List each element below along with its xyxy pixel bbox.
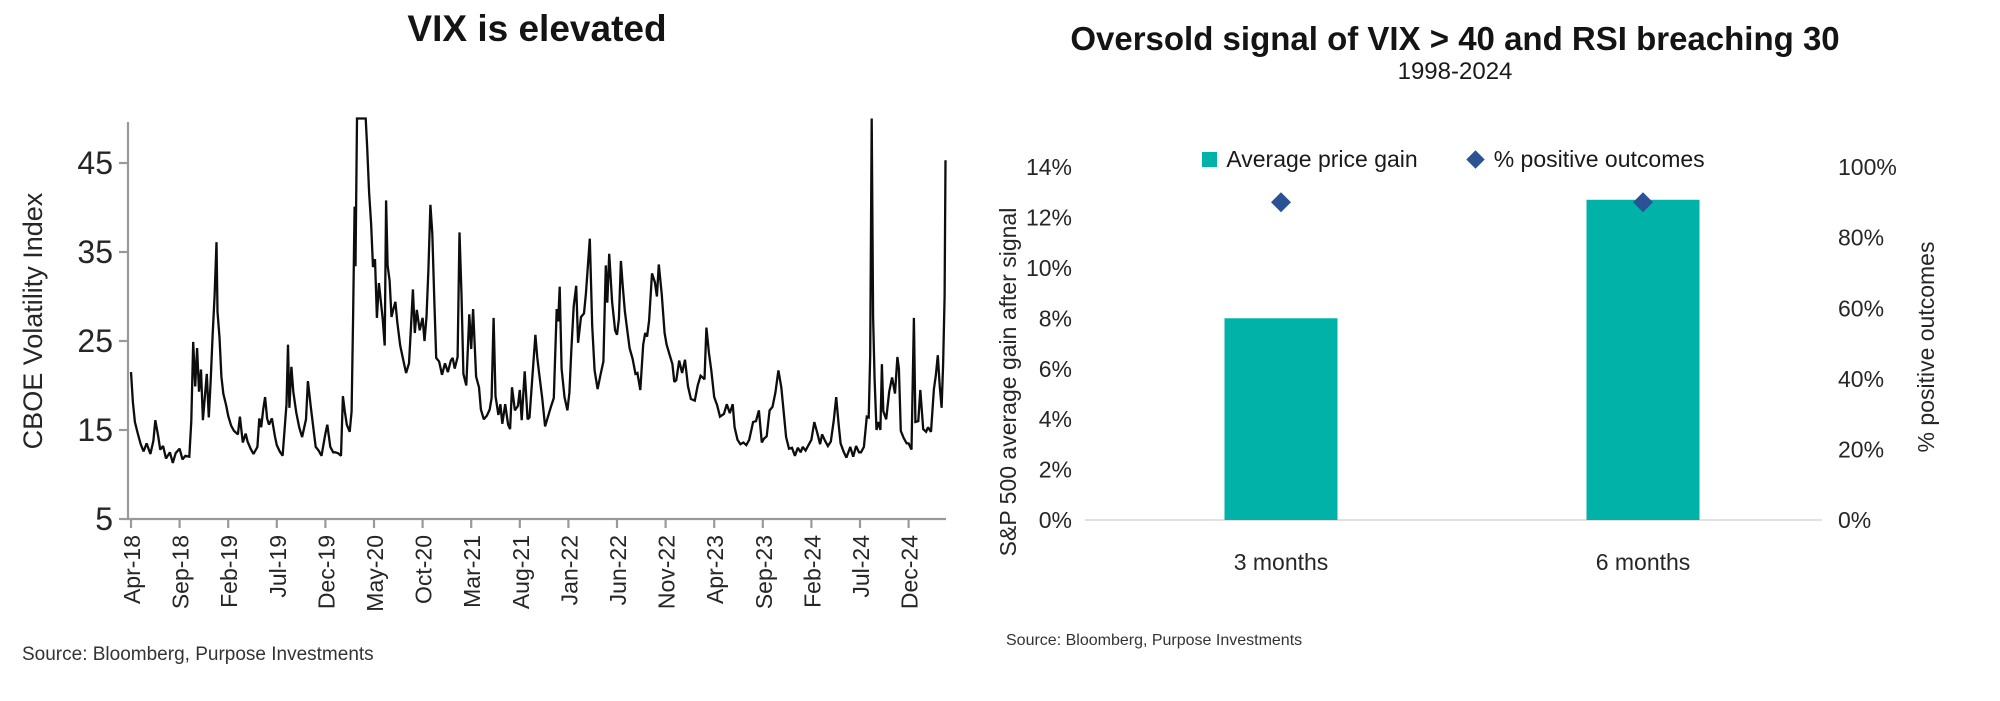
right-chart-right-tick-label: 0% [1838, 507, 1871, 533]
teal-square-icon [1202, 152, 1218, 167]
y-tick-label: 5 [95, 501, 113, 537]
y-tick-label: 25 [77, 323, 113, 359]
right-chart-left-tick-label: 4% [1039, 406, 1072, 432]
diamond-3-months [1271, 192, 1291, 213]
legend-label: % positive outcomes [1493, 146, 1705, 172]
x-tick-label: Dec-19 [313, 535, 339, 609]
category-label: 3 months [1234, 549, 1329, 575]
x-tick-label: Sep-18 [168, 535, 194, 609]
bar-6-months [1586, 199, 1700, 520]
left-y-axis-title: CBOE Volatility Index [18, 192, 48, 449]
y-tick-label: 35 [77, 234, 113, 270]
diamond-6-months [1633, 192, 1653, 213]
legend-label: Average price gain [1226, 146, 1418, 172]
right-chart-right-axis-title: % positive outcomes [1913, 242, 1939, 453]
right-chart-left-tick-label: 8% [1039, 305, 1072, 331]
right-chart-left-tick-label: 6% [1039, 356, 1072, 382]
x-tick-label: Apr-18 [119, 535, 145, 604]
right-chart-subtitle: 1998-2024 [1397, 58, 1513, 85]
right-chart-source: Source: Bloomberg, Purpose Investments [1006, 632, 1303, 649]
bar-3-months [1224, 318, 1338, 520]
legend-item-average-price-gain: Average price gain [1202, 146, 1418, 173]
x-tick-label: Feb-24 [799, 535, 825, 608]
vix-line [129, 117, 947, 464]
x-tick-label: Jul-19 [265, 535, 291, 598]
x-tick-label: Oct-20 [411, 535, 437, 604]
right-chart-right-tick-label: 80% [1838, 225, 1884, 251]
x-tick-label: Jun-22 [605, 535, 631, 605]
x-tick-label: Mar-21 [459, 535, 485, 608]
left-chart-title: VIX is elevated [407, 8, 667, 49]
legend-item-positive-outcomes: % positive outcomes [1466, 146, 1705, 173]
x-tick-label: May-20 [362, 535, 388, 612]
right-chart-right-tick-label: 60% [1838, 295, 1884, 321]
right-chart-title: Oversold signal of VIX > 40 and RSI brea… [1070, 20, 1840, 57]
left-chart-source: Source: Bloomberg, Purpose Investments [22, 644, 374, 665]
right-chart-left-tick-label: 10% [1026, 255, 1072, 281]
y-tick-label: 45 [77, 145, 113, 181]
right-chart-right-tick-label: 40% [1838, 366, 1884, 392]
x-tick-label: Jul-24 [848, 535, 874, 598]
x-tick-label: Feb-19 [216, 535, 242, 608]
legend: Average price gain % positive outcomes [1085, 146, 1822, 173]
x-tick-label: Jan-22 [556, 535, 582, 605]
right-chart-left-tick-label: 14% [1026, 154, 1072, 180]
right-chart-right-tick-label: 100% [1838, 154, 1897, 180]
right-chart-left-tick-label: 2% [1039, 457, 1072, 483]
x-tick-label: Aug-21 [508, 535, 534, 609]
x-tick-label: Sep-23 [751, 535, 777, 609]
x-tick-label: Apr-23 [702, 535, 728, 604]
right-chart-right-tick-label: 20% [1838, 436, 1884, 462]
y-tick-label: 15 [77, 412, 113, 448]
x-tick-label: Dec-24 [897, 535, 923, 609]
x-tick-label: Nov-22 [654, 535, 680, 609]
right-chart-left-axis-title: S&P 500 average gain after signal [995, 208, 1021, 557]
right-chart-left-tick-label: 12% [1026, 204, 1072, 230]
category-label: 6 months [1596, 549, 1691, 575]
right-chart-left-tick-label: 0% [1039, 507, 1072, 533]
